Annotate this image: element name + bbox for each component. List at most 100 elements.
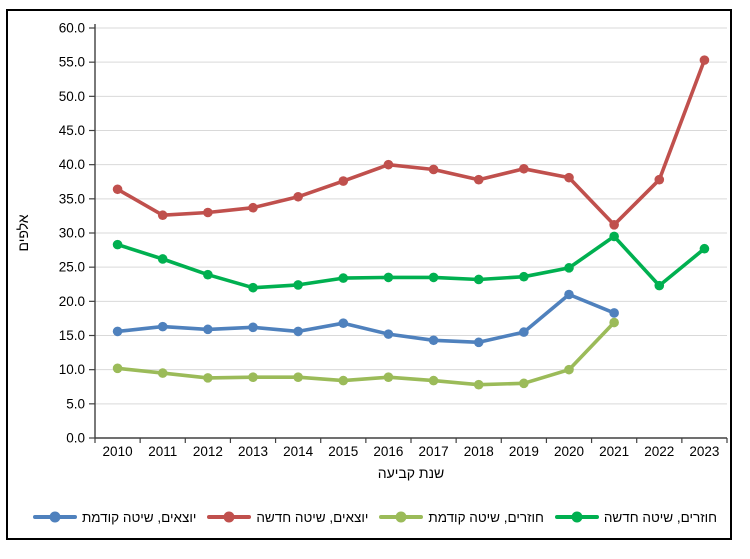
series-point bbox=[428, 164, 439, 175]
x-axis-title: שנת קביעה bbox=[378, 465, 445, 481]
series-point bbox=[248, 372, 258, 382]
y-tick-label: 55.0 bbox=[59, 55, 85, 70]
series-point bbox=[473, 274, 484, 285]
series-point bbox=[338, 176, 349, 186]
series-point bbox=[157, 254, 168, 264]
series-point bbox=[383, 272, 394, 283]
y-tick-label: 5.0 bbox=[66, 396, 85, 411]
series-point bbox=[564, 263, 574, 273]
series-point bbox=[293, 191, 303, 202]
series-point bbox=[654, 280, 665, 291]
series-point bbox=[248, 282, 258, 293]
legend-dot-icon bbox=[571, 511, 583, 523]
line-chart-svg: 0.0 5.0 10.0 15.0 20.0 25.0 30.0 35.0 40.0 45.0 50… bbox=[15, 21, 728, 481]
series-point bbox=[293, 326, 303, 337]
x-tick-label: 2012 bbox=[193, 444, 223, 459]
series-line bbox=[115, 320, 616, 387]
series-point bbox=[383, 372, 394, 382]
legend-item: יוצאים, שיטה קודמת bbox=[32, 509, 197, 525]
series-point bbox=[248, 322, 258, 333]
x-tick-label: 2018 bbox=[464, 444, 494, 459]
legend-item: חוזרים, שיטה קודמת bbox=[379, 510, 544, 525]
series-point bbox=[248, 202, 258, 213]
series-point bbox=[157, 321, 168, 332]
legend-line-marker-icon bbox=[554, 511, 599, 523]
x-tick-label: 2014 bbox=[283, 444, 314, 459]
x-tick-label: 2017 bbox=[419, 444, 449, 459]
legend: יוצאים, שיטה קודמת יוצאים, שיטה חדשה חוזרי… bbox=[20, 501, 730, 533]
y-tick-label: 35.0 bbox=[59, 191, 85, 206]
y-tick-label: 60.0 bbox=[59, 21, 85, 36]
series-point bbox=[157, 210, 168, 221]
legend-line-marker-icon bbox=[32, 511, 77, 523]
y-tick-label: 45.0 bbox=[59, 123, 85, 138]
series-point bbox=[609, 317, 619, 328]
series-point bbox=[654, 174, 665, 185]
series-point bbox=[609, 308, 619, 318]
legend-line-marker-icon bbox=[379, 511, 424, 523]
series-point bbox=[338, 318, 349, 329]
series-point bbox=[699, 243, 710, 254]
series-point bbox=[203, 324, 213, 335]
series-point bbox=[699, 55, 710, 65]
series-point bbox=[383, 329, 394, 339]
y-tick-label: 25.0 bbox=[59, 260, 85, 275]
series-point bbox=[519, 163, 529, 174]
series-point bbox=[293, 280, 303, 290]
x-tick-label: 2013 bbox=[238, 444, 268, 459]
chart-outer-border bbox=[6, 9, 732, 540]
legend-label: חוזרים, שיטה חדשה bbox=[603, 509, 717, 525]
series-point bbox=[473, 337, 484, 348]
legend-label: חוזרים, שיטה קודמת bbox=[428, 509, 544, 525]
series-point bbox=[112, 363, 123, 374]
series-point bbox=[609, 231, 619, 242]
legend-dot-icon bbox=[49, 511, 61, 523]
series-point bbox=[564, 289, 574, 300]
series-point bbox=[203, 373, 213, 383]
series-line bbox=[115, 292, 616, 345]
y-tick-label: 10.0 bbox=[59, 362, 85, 377]
legend-dot-icon bbox=[395, 511, 407, 523]
x-tick-label: 2011 bbox=[148, 444, 177, 459]
legend-label: יוצאים, שיטה קודמת bbox=[81, 509, 197, 525]
x-tick-label: 2022 bbox=[644, 444, 674, 459]
series-point bbox=[519, 271, 529, 282]
series-point bbox=[428, 272, 439, 283]
x-tick-label: 2023 bbox=[689, 444, 719, 459]
series-point bbox=[473, 379, 484, 390]
series-point bbox=[473, 174, 484, 185]
series-line bbox=[115, 234, 707, 290]
x-tick-label: 2015 bbox=[328, 444, 358, 459]
series-point bbox=[112, 326, 123, 337]
x-tick-label: 2019 bbox=[509, 444, 539, 459]
series-point bbox=[112, 184, 123, 195]
series-point bbox=[609, 220, 619, 230]
series-point bbox=[564, 364, 574, 375]
x-tick-label: 2016 bbox=[373, 444, 403, 459]
legend-line-marker-icon bbox=[207, 511, 252, 523]
series-point bbox=[338, 273, 349, 283]
legend-item: חוזרים, שיטה חדשה bbox=[554, 509, 717, 525]
y-tick-label: 15.0 bbox=[59, 328, 85, 343]
y-axis-title: אלפים bbox=[15, 214, 31, 251]
series-point bbox=[519, 327, 529, 337]
y-tick-label: 20.0 bbox=[59, 294, 85, 309]
legend-label: יוצאים, שיטה חדשה bbox=[256, 509, 369, 525]
legend-item: יוצאים, שיטה חדשה bbox=[207, 510, 368, 525]
series-point bbox=[428, 335, 439, 346]
series-point bbox=[338, 375, 349, 386]
x-tick-label: 2020 bbox=[554, 444, 584, 459]
series-point bbox=[203, 207, 213, 218]
legend-dot-icon bbox=[223, 511, 235, 523]
series-point bbox=[428, 375, 439, 386]
y-tick-label: 30.0 bbox=[59, 226, 85, 241]
series-point bbox=[564, 172, 574, 183]
y-tick-label: 0.0 bbox=[66, 431, 85, 446]
series-line bbox=[115, 58, 707, 227]
series-point bbox=[293, 372, 303, 382]
series-point bbox=[383, 159, 394, 170]
series-point bbox=[112, 239, 123, 250]
series-point bbox=[203, 269, 213, 280]
series-point bbox=[157, 368, 168, 378]
